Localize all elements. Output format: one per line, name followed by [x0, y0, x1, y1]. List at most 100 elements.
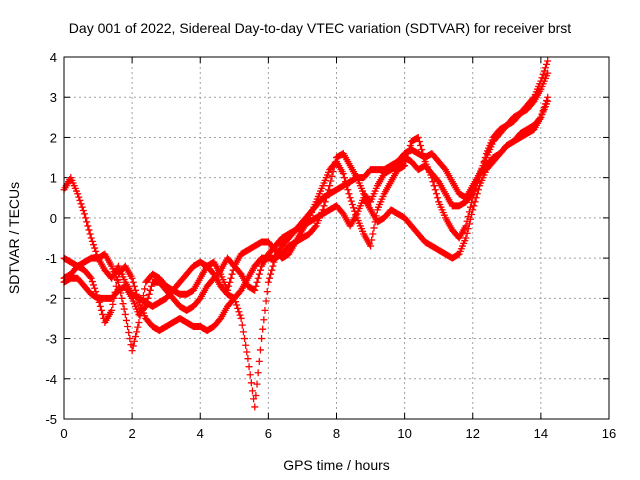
data-point [510, 110, 523, 121]
data-point [155, 274, 169, 289]
data-points [60, 57, 552, 411]
data-point [196, 264, 210, 282]
data-point [496, 143, 510, 158]
data-point [230, 294, 244, 319]
data-point [387, 168, 401, 186]
data-point [251, 255, 264, 270]
data-point [80, 210, 94, 238]
data-point [401, 214, 414, 229]
data-point [510, 134, 523, 145]
data-point [169, 286, 183, 298]
data-point [183, 263, 196, 278]
data-point [176, 314, 189, 326]
data-point [448, 251, 462, 262]
series-2 [60, 97, 552, 411]
data-point [360, 230, 373, 248]
data-point [244, 264, 258, 282]
x-tick-label: 12 [466, 426, 480, 441]
data-point [149, 270, 162, 282]
data-point [333, 182, 346, 194]
data-point [183, 287, 196, 298]
data-point [121, 262, 135, 280]
data-point [183, 318, 196, 330]
data-point [264, 238, 278, 253]
data-point [387, 206, 401, 217]
data-point [121, 310, 135, 349]
data-point [237, 270, 251, 288]
data-point [67, 174, 80, 195]
data-point [305, 200, 319, 222]
grid-lines [64, 57, 609, 419]
data-point [489, 151, 503, 166]
data-point [237, 314, 251, 356]
data-point [339, 170, 353, 198]
data-point [442, 214, 455, 232]
data-point [503, 115, 516, 129]
data-point [258, 252, 271, 270]
data-point [142, 314, 155, 329]
data-point [428, 174, 442, 202]
data-point [516, 130, 530, 141]
data-point [224, 296, 237, 310]
data-point [442, 190, 455, 208]
data-point [333, 158, 346, 176]
y-tick-label: 3 [50, 90, 57, 105]
data-point [394, 210, 407, 221]
data-point [264, 258, 278, 286]
data-point [162, 282, 176, 294]
data-point [387, 158, 401, 170]
x-tick-label: 4 [197, 426, 204, 441]
data-point [394, 162, 407, 174]
data-point [292, 228, 305, 246]
data-point [319, 190, 333, 202]
data-point [455, 190, 469, 201]
y-tick-label: 2 [50, 130, 57, 145]
data-point [489, 131, 503, 145]
data-point [537, 97, 551, 121]
data-point [203, 276, 217, 290]
data-point [278, 231, 292, 242]
data-point [516, 106, 530, 117]
data-point [244, 282, 258, 294]
data-point [128, 274, 142, 302]
x-tick-label: 0 [60, 426, 67, 441]
data-point [210, 316, 224, 330]
data-point [387, 162, 401, 174]
data-point [462, 184, 476, 202]
data-point [428, 150, 442, 164]
data-point [373, 192, 387, 214]
data-point [448, 178, 462, 196]
data-point [394, 151, 407, 166]
data-point [435, 178, 448, 196]
data-point [312, 211, 326, 222]
data-point [435, 246, 448, 257]
data-point [203, 323, 217, 335]
data-point [496, 123, 510, 137]
y-tick-label: 4 [50, 50, 57, 65]
data-point [435, 198, 448, 219]
data-point [74, 259, 87, 270]
data-point [135, 285, 149, 326]
data-point [544, 93, 552, 101]
data-point [155, 295, 169, 306]
data-point [298, 231, 312, 242]
data-point [305, 223, 319, 238]
data-point [428, 242, 442, 253]
data-point [196, 284, 210, 302]
data-point [217, 270, 230, 292]
x-tick-label: 16 [602, 426, 616, 441]
x-tick-label: 8 [333, 426, 340, 441]
data-point [149, 299, 162, 310]
data-point [292, 223, 305, 234]
data-point [244, 243, 258, 254]
data-point [142, 282, 155, 310]
data-point [455, 198, 469, 210]
data-point [319, 168, 333, 190]
data-point [101, 266, 115, 281]
data-point [74, 190, 87, 215]
y-tick-label: -4 [45, 372, 57, 387]
data-point [155, 323, 169, 335]
data-point [346, 194, 360, 219]
